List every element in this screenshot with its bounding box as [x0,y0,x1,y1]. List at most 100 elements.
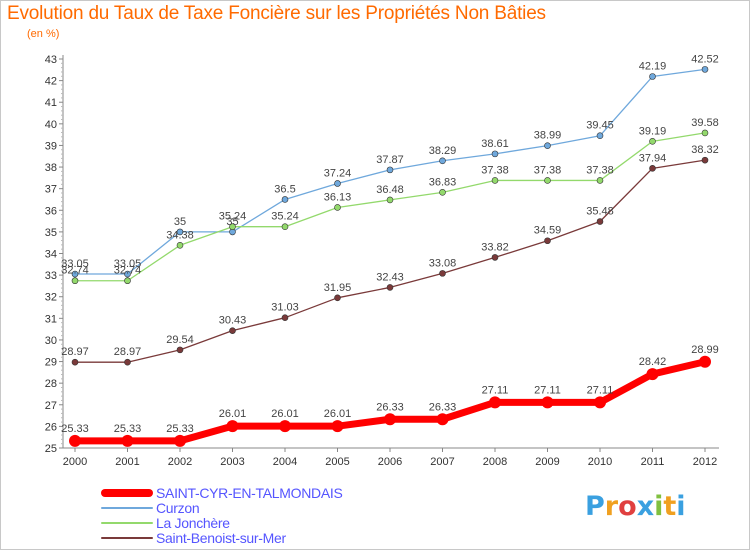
data-point [229,327,236,334]
data-point [124,277,131,285]
data-point [646,368,659,381]
data-point [124,270,131,278]
data-point [594,396,606,409]
data-point [71,277,79,285]
logo-letter: o [618,491,637,522]
data-point [176,346,184,354]
x-tick-label: 2006 [378,456,402,468]
data-point [649,73,656,80]
data-point [71,270,79,278]
data-point [439,270,446,277]
x-tick-label: 2010 [588,456,612,468]
data-point [491,177,499,184]
x-tick-label: 2012 [693,456,717,468]
data-label: 35.24 [219,211,247,223]
data-label: 37.38 [481,164,509,176]
data-label: 25.33 [114,423,142,435]
x-tick-label: 2005 [325,456,349,468]
data-point [174,434,186,447]
data-label: 38.32 [691,144,719,156]
y-tick-label: 35 [45,227,57,239]
data-label: 33.05 [61,258,89,270]
data-label: 38.61 [481,138,509,150]
data-label: 28.42 [639,356,667,368]
data-point [701,66,709,73]
data-label: 37.24 [324,167,352,179]
legend-swatch [101,536,153,539]
y-tick-label: 25 [45,443,57,455]
data-point [439,157,446,165]
data-point [176,228,184,236]
y-tick-label: 29 [45,357,57,369]
y-tick-label: 28 [45,378,57,390]
x-tick-label: 2007 [430,456,454,468]
data-label: 26.33 [429,401,457,413]
y-tick-label: 39 [45,140,57,152]
data-label: 36.48 [376,184,404,196]
y-tick-label: 42 [45,76,57,88]
y-tick-label: 41 [45,97,57,109]
proxiti-logo: Proxiti [585,491,686,522]
chart-unit: (en %) [27,28,60,40]
data-point [71,358,79,366]
data-label: 42.52 [691,53,719,65]
x-tick-label: 2001 [115,456,139,468]
data-point [386,196,394,204]
y-tick-label: 31 [45,313,57,325]
logo-letter: x [636,491,655,522]
data-point [596,132,604,140]
logo-letter: i [676,491,686,522]
data-label: 32.74 [61,265,89,277]
data-label: 32.43 [376,271,404,283]
data-point [281,314,289,321]
x-tick-label: 2008 [483,456,507,468]
data-label: 35 [226,216,238,228]
data-point [544,177,551,184]
data-label: 26.01 [271,408,299,420]
data-label: 39.19 [639,125,667,137]
data-point [226,420,239,433]
data-label: 26.01 [324,408,352,420]
data-label: 35.48 [586,206,614,218]
data-labels: 33.05 33.05 35 35 36.5 37.24 37.87 38.29 38.61 38… [61,53,719,434]
x-tick-label: 2003 [220,456,244,468]
data-label: 28.97 [114,346,142,358]
data-point [229,223,236,231]
data-point [491,150,499,158]
data-point [436,413,449,426]
axes: 25 26 27 28 29 30 31 32 33 34 35 36 37 38 39 40 41 42 43 20… [45,54,719,468]
data-point [386,166,394,174]
data-point [281,196,289,203]
data-point [544,142,551,149]
data-label: 36.5 [274,183,295,195]
data-label: 39.45 [586,120,614,132]
legend-swatch [101,521,153,524]
chart-title: Evolution du Taux de Taxe Foncière sur l… [7,3,546,24]
y-tick-label: 26 [45,421,57,433]
x-tick-label: 2002 [168,456,192,468]
data-point [334,294,341,302]
data-label: 27.11 [587,384,614,396]
data-point [439,189,446,196]
x-tick-label: 2009 [535,456,559,468]
data-label: 38.99 [534,130,562,142]
data-point [176,241,184,249]
legend-label: Curzon [156,499,200,516]
data-point [649,138,656,145]
data-point [489,396,501,409]
x-tick-label: 2011 [641,456,665,468]
data-label: 38.29 [429,145,457,157]
data-label: 31.03 [271,302,299,314]
y-tick-label: 34 [45,249,57,261]
y-tick-label: 30 [45,335,57,347]
data-point [124,358,131,366]
legend: SAINT-CYR-EN-TALMONDAIS Curzon La Jonchère… [101,485,343,546]
data-label: 29.54 [166,334,194,346]
data-label: 32.74 [114,265,142,277]
data-label: 31.95 [324,282,352,294]
data-point [701,156,709,164]
data-point [279,420,291,433]
data-point [69,434,81,447]
